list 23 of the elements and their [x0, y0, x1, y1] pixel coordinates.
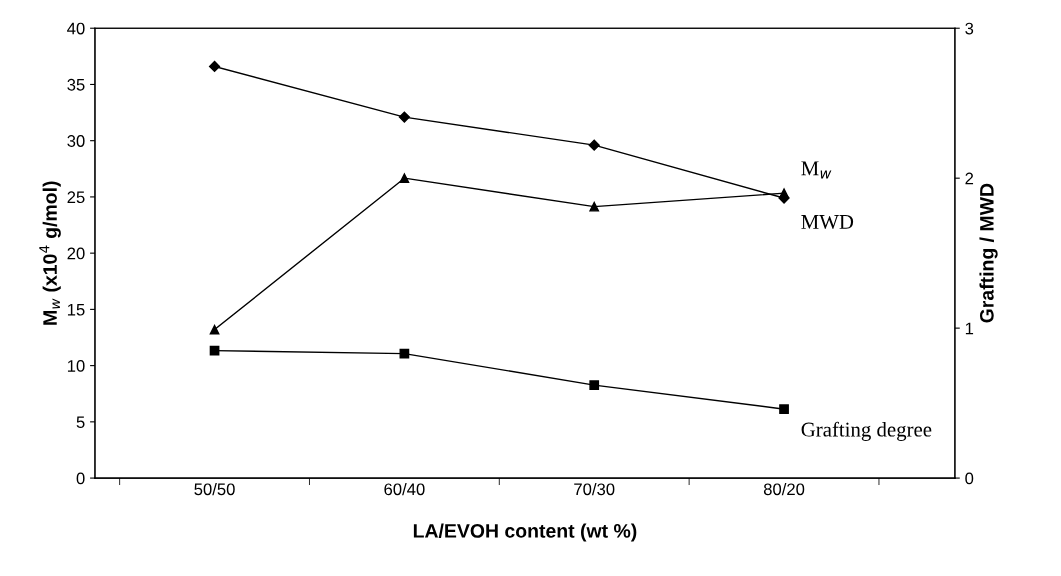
x-tick-label: 70/30	[574, 482, 615, 496]
y2-tick-label: 2	[965, 172, 974, 185]
y2-tick-label: 1	[965, 322, 974, 335]
series-label: M$_{w}$	[801, 161, 832, 179]
y-tick-label: 40	[67, 22, 85, 35]
x-axis-title: LA/EVOH content (wt %)	[413, 523, 637, 542]
y-tick-label: 15	[67, 303, 85, 316]
y-tick-label: 35	[67, 78, 85, 91]
y-axis-title: M$_{w}$ (x10$^{4}$ g/mol)	[39, 181, 61, 325]
x-tick-label: 50/50	[194, 482, 235, 496]
y2-tick-label: 0	[965, 472, 974, 485]
y2-axis-title: Grafting / MWD	[979, 183, 998, 323]
x-tick-label: 80/20	[763, 482, 805, 496]
y-tick-label: 10	[67, 360, 85, 372]
y-tick-label: 25	[67, 191, 85, 204]
y-tick-label: 0	[76, 472, 85, 485]
series-label: Grafting degree	[801, 421, 932, 441]
y-tick-label: 20	[67, 247, 85, 260]
y-tick-label: 5	[76, 416, 85, 429]
series-label: MWD	[801, 215, 854, 230]
x-tick-label: 60/40	[384, 482, 425, 496]
y2-tick-label: 3	[965, 22, 974, 35]
y-tick-label: 30	[67, 135, 85, 147]
